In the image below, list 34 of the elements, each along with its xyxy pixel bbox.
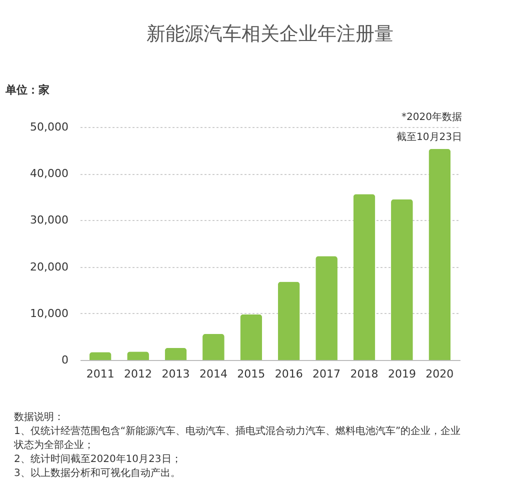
- chart-title: 新能源汽车相关企业年注册量: [146, 23, 394, 45]
- bar: [353, 194, 376, 360]
- annotation: 截至10月23日: [396, 131, 462, 143]
- y-tick-label: 10,000: [30, 306, 68, 320]
- bar: [89, 352, 112, 360]
- x-tick-label: 2011: [86, 368, 114, 380]
- x-tick-label: 2012: [124, 368, 152, 380]
- y-tick-label: 30,000: [30, 214, 68, 227]
- y-tick-label: 50,000: [30, 120, 68, 134]
- y-axis-title: 单位：家: [4, 84, 50, 96]
- x-tick-label: 2013: [162, 368, 190, 380]
- bar: [316, 256, 338, 360]
- bar: [240, 314, 262, 360]
- bar: [278, 282, 300, 360]
- y-tick-label: 0: [62, 354, 68, 366]
- text: 3、以上数据分析和可视化自动产出。: [14, 467, 180, 479]
- x-tick-label: 2014: [199, 368, 228, 380]
- y-tick-label: 20,000: [30, 260, 68, 274]
- text: 1、仅统计经营范围包含“新能源汽车、电动汽车、插电式混合动力汽车、燃料电池汽车”的企业，企业状态为全部企业；: [13, 425, 461, 451]
- bar: [127, 352, 149, 360]
- text: *2020年数据: [402, 111, 462, 123]
- y-tick-label: 40,000: [30, 167, 68, 180]
- x-tick-label: 2020: [426, 368, 454, 380]
- x-tick-label: 2019: [388, 368, 416, 380]
- x-tick-label: 2017: [312, 368, 341, 380]
- bar: [391, 199, 413, 360]
- bar: [428, 148, 451, 360]
- text: 2、统计时间截至2020年10月23日；: [14, 453, 182, 465]
- text: 数据说明：: [14, 411, 64, 423]
- bar: [164, 348, 187, 360]
- x-tick-label: 2018: [350, 368, 378, 380]
- bar: [202, 334, 224, 360]
- x-tick-label: 2015: [237, 368, 266, 380]
- x-tick-label: 2016: [274, 368, 303, 380]
